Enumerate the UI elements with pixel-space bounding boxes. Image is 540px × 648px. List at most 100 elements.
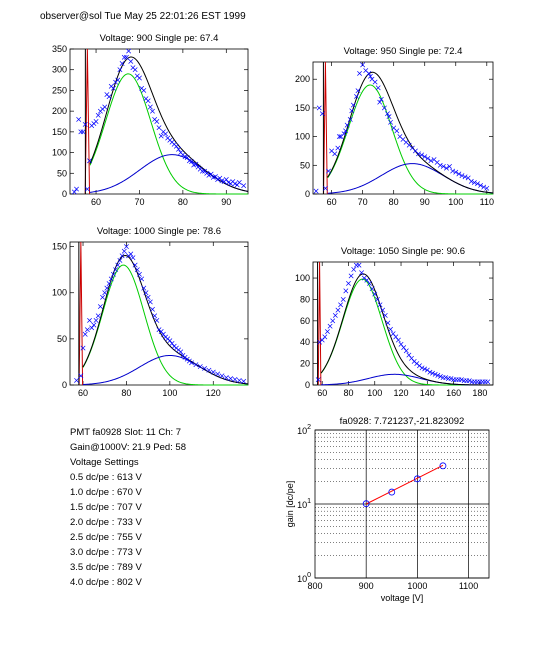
setting-row: 0.5 dc/pe : 613 V <box>70 472 142 483</box>
data-point <box>419 152 425 158</box>
data-point <box>223 177 229 182</box>
data-point <box>139 276 145 282</box>
data-point <box>462 174 468 180</box>
data-point <box>425 155 431 161</box>
data-point <box>335 145 341 151</box>
data-point <box>95 112 101 118</box>
data-point <box>437 162 443 168</box>
data-point <box>398 341 404 347</box>
single-pe-fit-curve <box>327 84 493 195</box>
y-tick-label: 100 <box>52 148 67 158</box>
y-tick-label: 50 <box>57 168 67 178</box>
y-tick-label: 350 <box>52 44 67 54</box>
data-point <box>319 111 325 117</box>
data-point <box>341 131 347 137</box>
data-point <box>115 77 121 83</box>
data-point <box>406 352 412 358</box>
data-point <box>336 134 342 140</box>
plot-area <box>69 48 249 195</box>
data-point <box>236 179 242 185</box>
data-point <box>377 302 383 308</box>
data-point <box>206 367 212 373</box>
setting-row: 2.5 dc/pe : 755 V <box>70 532 142 543</box>
gain-data-point <box>413 475 421 483</box>
data-point <box>378 96 384 102</box>
y-tick-label: 150 <box>52 242 67 252</box>
data-point <box>128 58 134 64</box>
data-point <box>478 182 484 188</box>
data-point <box>453 169 459 175</box>
data-point <box>123 244 129 250</box>
data-point <box>128 251 134 257</box>
pedestal-curve <box>317 261 322 386</box>
setting-row: 4.0 dc/pe : 802 V <box>70 577 142 588</box>
plot-area <box>69 241 249 386</box>
settings-title: Voltage Settings <box>70 457 139 468</box>
setting-row: 1.0 dc/pe : 670 V <box>70 487 142 498</box>
data-point <box>137 75 142 81</box>
data-point <box>322 185 328 191</box>
single-pe-fit-curve <box>82 264 248 386</box>
data-point <box>346 280 351 286</box>
data-point <box>343 288 349 294</box>
x-tick-label: 70 <box>134 197 144 207</box>
data-point <box>241 183 247 189</box>
y-tick-label: 150 <box>295 103 310 113</box>
data-point <box>327 323 333 329</box>
x-tick-label: 160 <box>446 388 461 398</box>
data-point <box>87 158 92 164</box>
data-point <box>394 128 400 134</box>
x-tick-label: 100 <box>162 388 177 398</box>
data-point <box>119 61 125 66</box>
y-tick-label: 80 <box>300 294 310 304</box>
data-point <box>475 181 480 187</box>
data-point <box>143 290 149 296</box>
y-axis-label: gain [dc/pe] <box>285 481 295 528</box>
data-point <box>427 369 433 375</box>
gain-data-point <box>362 500 370 508</box>
header-text: observer@sol Tue May 25 22:01:26 EST 199… <box>40 11 246 22</box>
y-tick-label: 150 <box>52 127 67 137</box>
data-point <box>430 370 436 376</box>
data-point <box>380 307 386 313</box>
data-point <box>87 317 92 323</box>
y-tick-label: 200 <box>52 106 67 116</box>
data-point <box>232 377 238 382</box>
data-point <box>335 307 341 313</box>
data-point <box>104 285 110 291</box>
data-point <box>367 280 372 286</box>
chart-voltage-900: Voltage: 900 Single pe: 67.4 60 70 80 90 0 50 1… <box>52 33 249 207</box>
data-point <box>132 262 138 268</box>
data-point <box>93 317 99 323</box>
data-point <box>82 331 88 337</box>
x-tick-label: 100 <box>448 197 463 207</box>
data-point <box>450 168 456 174</box>
data-point <box>102 290 108 296</box>
single-pe-fit-curve <box>89 73 249 195</box>
data-point <box>385 320 391 326</box>
x-tick-label: 90 <box>221 197 231 207</box>
data-point <box>106 94 112 100</box>
data-point <box>110 271 116 277</box>
data-point <box>193 161 199 167</box>
data-point <box>435 372 441 378</box>
data-point <box>343 128 349 134</box>
x-tick-label: 120 <box>206 388 221 398</box>
x-tick-label: 80 <box>121 388 131 398</box>
data-point <box>89 325 95 331</box>
data-point <box>108 276 114 282</box>
data-point <box>184 155 190 160</box>
chart-voltage-1000: Voltage: 1000 Single pe: 78.6 60 80 100 120 0… <box>52 226 249 398</box>
data-point <box>330 318 336 324</box>
chart-title: Voltage: 950 Single pe: 72.4 <box>344 46 463 57</box>
data-point <box>121 54 127 60</box>
setting-row: 2.0 dc/pe : 733 V <box>70 517 142 528</box>
data-point <box>219 373 225 379</box>
data-point <box>432 371 438 377</box>
data-point <box>97 304 103 310</box>
data-point <box>388 326 393 332</box>
data-point <box>160 331 166 337</box>
data-point <box>173 143 179 149</box>
y-tick-label: 0 <box>62 380 67 390</box>
data-point <box>349 108 355 114</box>
